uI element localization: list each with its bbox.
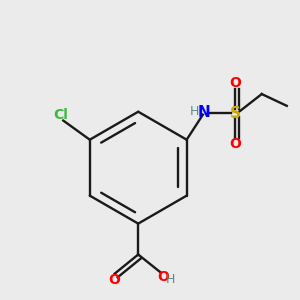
Text: H: H xyxy=(166,273,175,286)
Text: O: O xyxy=(157,270,169,284)
Text: N: N xyxy=(198,105,210,120)
Text: O: O xyxy=(229,76,241,90)
Text: H: H xyxy=(190,105,199,118)
Text: O: O xyxy=(229,136,241,151)
Text: O: O xyxy=(108,273,120,287)
Text: S: S xyxy=(230,106,241,121)
Text: Cl: Cl xyxy=(53,108,68,122)
